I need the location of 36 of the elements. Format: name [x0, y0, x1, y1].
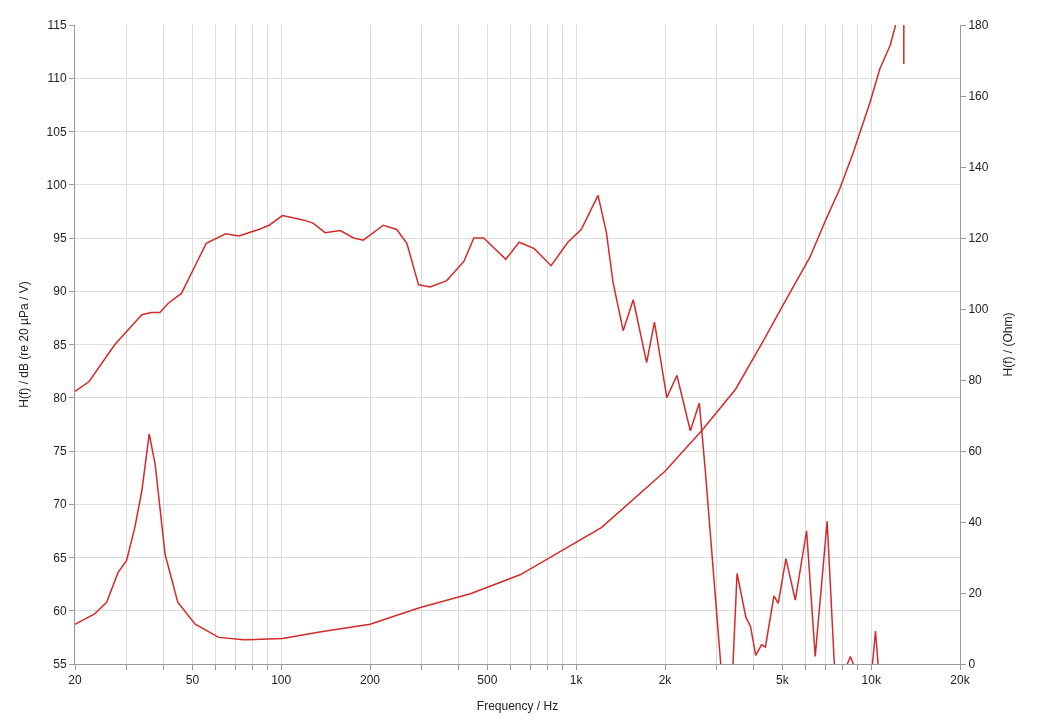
- y-tick-label: 95: [53, 231, 67, 246]
- x-tick-label: 2k: [658, 673, 673, 688]
- x-axis-title: Frequency / Hz: [476, 699, 559, 714]
- x-tick-label: 5k: [776, 673, 790, 688]
- y2-tick-label: 80: [968, 373, 983, 388]
- y-tick-label: 115: [47, 18, 67, 33]
- y2-tick-label: 100: [968, 302, 989, 317]
- y2-tick-label: 120: [968, 231, 989, 246]
- y-tick-label: 80: [53, 390, 67, 405]
- y2-tick-label: 0: [968, 657, 976, 672]
- y-tick-label: 75: [53, 444, 67, 459]
- x-tick-label: 100: [271, 673, 292, 688]
- y2-tick-label: 60: [968, 444, 983, 459]
- y-tick-label: 85: [53, 337, 67, 352]
- y2-tick-label: 40: [968, 515, 983, 530]
- x-tick-label: 1k: [569, 673, 584, 688]
- y2-tick-label: 140: [968, 160, 989, 175]
- y2-tick-label: 20: [968, 586, 983, 601]
- y-tick-label: 70: [53, 497, 67, 512]
- x-tick-label: 10k: [861, 673, 882, 688]
- x-tick-label: 500: [477, 673, 498, 688]
- y-tick-label: 90: [53, 284, 67, 299]
- y-tick-label: 60: [53, 603, 67, 618]
- y-tick-label: 55: [53, 657, 67, 672]
- x-tick-label: 200: [359, 673, 381, 688]
- x-tick-label: 50: [185, 673, 200, 688]
- y2-tick-label: 180: [968, 18, 989, 33]
- x-tick-label: 20k: [950, 673, 971, 688]
- y-tick-label: 110: [47, 71, 67, 86]
- y2-tick-label: 160: [968, 89, 989, 104]
- x-tick-label: 20: [68, 673, 82, 688]
- y-axis-title: H(f) / dB (re 20 µPa / V): [16, 281, 31, 408]
- y2-axis-title: H(f) / (Ohm): [1000, 312, 1015, 377]
- y-tick-label: 100: [46, 177, 67, 192]
- y-tick-label: 65: [53, 550, 67, 565]
- y-tick-label: 105: [46, 124, 67, 139]
